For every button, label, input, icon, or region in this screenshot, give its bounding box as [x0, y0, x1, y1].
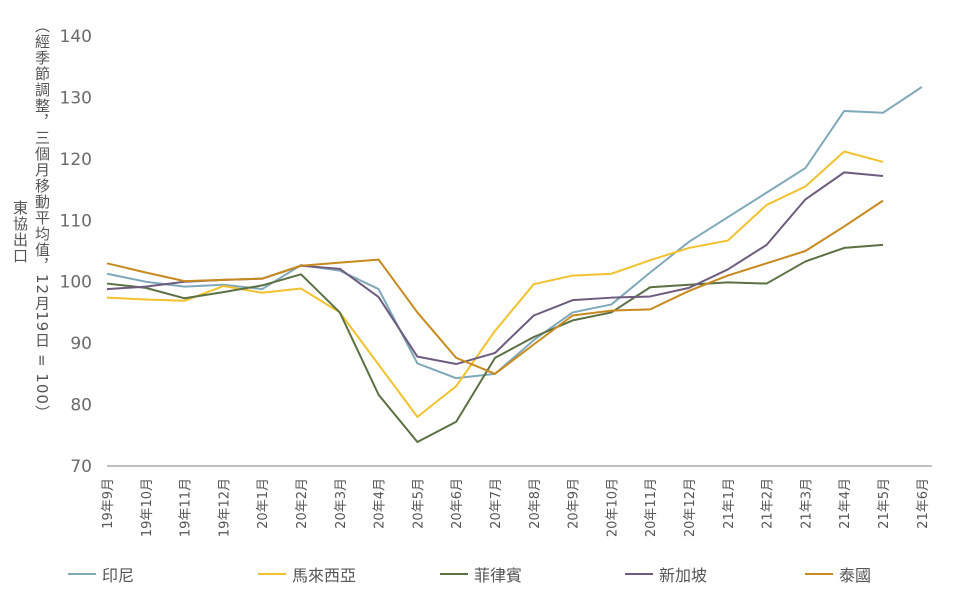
y-axis-title: 東協出口: [11, 200, 29, 264]
series-line-2: [106, 150, 884, 418]
x-tick-label: 20年5月: [411, 478, 426, 529]
x-tick-label: 20年4月: [373, 478, 388, 529]
x-tick-label: 21年6月: [916, 478, 931, 529]
x-tick-label: 20年6月: [450, 478, 465, 529]
x-tick-label: 20年2月: [295, 478, 310, 529]
y-tick-label: 130: [60, 88, 92, 108]
legend-swatch: [440, 573, 468, 575]
x-tick-label: 20年10月: [605, 478, 620, 537]
legend-label: 菲律賓: [474, 566, 523, 585]
x-tick-label: 19年9月: [101, 478, 116, 529]
legend-label: 馬來西亞: [292, 566, 357, 585]
legend-swatch: [625, 573, 653, 575]
legend-item: 新加坡: [625, 562, 707, 586]
y-tick-label: 140: [60, 27, 92, 47]
y-tick-label: 80: [70, 396, 92, 416]
x-tick-label: 21年1月: [722, 478, 737, 529]
x-tick-label: 20年7月: [489, 478, 504, 529]
y-axis-label: （經季節調整，三個月移動平均值，12月19日 = 100）: [33, 18, 51, 421]
legend-label: 泰國: [839, 566, 872, 585]
x-tick-label: 21年2月: [761, 478, 776, 529]
x-tick-label: 20年11月: [644, 478, 659, 537]
y-tick-label: 90: [70, 334, 92, 354]
legend-label: 新加坡: [659, 566, 708, 585]
series-line-1: [106, 86, 923, 380]
x-tick-label: 20年3月: [334, 478, 349, 529]
legend-item: 菲律賓: [440, 562, 522, 586]
legend-item: 印尼: [68, 562, 134, 586]
x-tick-label: 19年12月: [217, 478, 232, 537]
x-tick-label: 20年12月: [683, 478, 698, 537]
y-tick-label: 70: [70, 457, 92, 477]
x-tick-label: 20年8月: [528, 478, 543, 529]
x-tick-label: 21年3月: [799, 478, 814, 529]
y-tick-label: 110: [60, 211, 92, 231]
legend: 印尼 馬來西亞 菲律賓 新加坡 泰國: [0, 562, 960, 586]
x-tick-label: 19年11月: [179, 478, 194, 537]
x-tick-label: 19年10月: [140, 478, 155, 537]
legend-swatch: [258, 573, 286, 575]
legend-swatch: [68, 573, 96, 575]
y-tick-label: 100: [60, 273, 92, 293]
series-line-3: [106, 243, 884, 444]
legend-swatch: [805, 573, 833, 575]
legend-item: 馬來西亞: [258, 562, 356, 586]
series-line-4: [106, 171, 884, 366]
legend-item: 泰國: [805, 562, 871, 586]
legend-label: 印尼: [102, 566, 135, 585]
x-tick-label: 20年1月: [256, 478, 271, 529]
x-tick-label: 21年4月: [838, 478, 853, 529]
y-tick-label: 120: [60, 150, 92, 170]
line-chart: 70 80 90 100 110 120 130 140 19年9月 19年10月 19年11月 19…: [60, 27, 932, 537]
series-line-5: [106, 199, 884, 375]
x-tick-label: 20年9月: [567, 478, 582, 529]
x-tick-label: 21年5月: [877, 478, 892, 529]
